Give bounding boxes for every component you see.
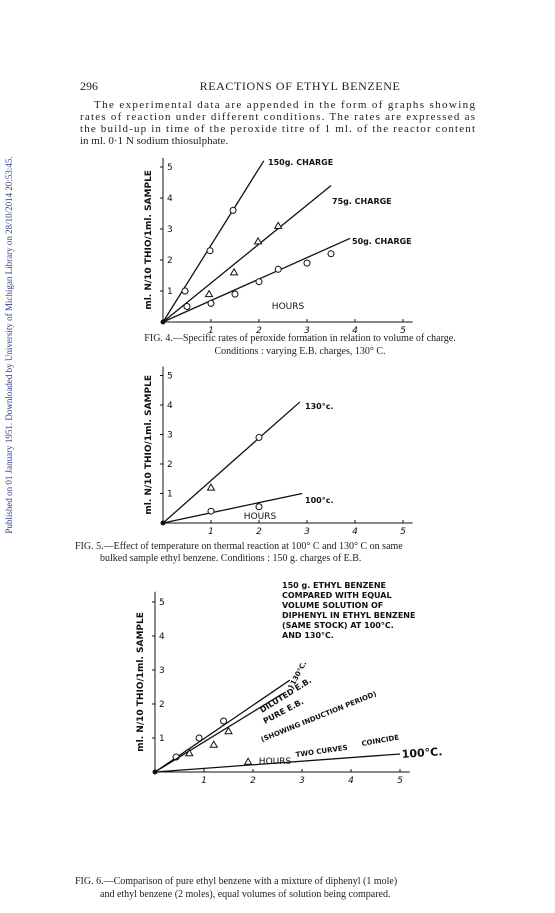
- series-line: [154, 693, 283, 773]
- x-tick-label: 2: [256, 326, 262, 336]
- x-tick-label: 3: [299, 776, 305, 786]
- x-tick-label: 2: [250, 776, 256, 786]
- running-title: REACTIONS OF ETHYL BENZENE: [200, 79, 401, 93]
- figure-note: (SAME STOCK) AT 100°C.: [282, 621, 394, 630]
- series-line: [162, 160, 265, 323]
- body-line: The experimental data are appended in th…: [94, 99, 476, 111]
- body-line: in ml. 0·1 N sodium thiosulphate.: [80, 135, 228, 147]
- figure-caption: FIG. 6.—Comparison of pure ethyl benzene…: [75, 876, 397, 887]
- annotation: COINCIDE: [361, 733, 400, 747]
- x-axis-label: HOURS: [272, 302, 305, 312]
- x-tick-label: 1: [208, 326, 214, 336]
- circle-marker: [255, 433, 263, 441]
- triangle-marker: [206, 483, 216, 491]
- series-line: [154, 753, 401, 773]
- figure-note: VOLUME SOLUTION OF: [282, 601, 383, 610]
- y-tick-label: 4: [167, 401, 173, 411]
- x-tick-label: 4: [352, 527, 358, 537]
- circle-marker: [183, 303, 191, 310]
- y-tick-label: 2: [159, 700, 165, 710]
- x-tick-label: 3: [304, 527, 310, 537]
- y-tick-label: 4: [159, 632, 165, 642]
- series-label: 100°c.: [305, 496, 333, 505]
- y-axis-label: ml. N/10 THIO/1ml. SAMPLE: [144, 170, 154, 310]
- figure-note: AND 130°C.: [282, 631, 334, 640]
- y-tick-label: 5: [159, 598, 165, 608]
- y-tick-label: 2: [167, 256, 173, 266]
- figure-caption: FIG. 4.—Specific rates of peroxide forma…: [144, 333, 455, 344]
- y-axis-label: ml. N/10 THIO/1ml. SAMPLE: [144, 375, 154, 515]
- circle-marker: [207, 507, 215, 515]
- triangle-marker: [184, 748, 194, 757]
- circle-marker: [206, 247, 214, 255]
- circle-marker: [303, 259, 311, 267]
- y-tick-label: 3: [167, 225, 173, 235]
- series-line: [162, 185, 332, 323]
- x-axis-label: HOURS: [244, 512, 277, 522]
- triangle-marker: [273, 221, 283, 229]
- circle-marker: [220, 717, 228, 725]
- triangle-marker: [209, 740, 219, 748]
- x-tick-label: 2: [256, 527, 262, 537]
- y-tick-label: 5: [167, 163, 173, 173]
- y-tick-label: 4: [167, 194, 173, 204]
- page-number: 296: [80, 79, 98, 93]
- side-note: Published on 01 January 1951. Downloaded…: [4, 156, 14, 533]
- figure-caption: and ethyl benzene (2 moles), equal volum…: [100, 889, 390, 900]
- y-tick-label: 3: [159, 666, 165, 676]
- circle-marker: [327, 250, 335, 258]
- triangle-marker: [204, 289, 214, 298]
- x-tick-label: 3: [304, 326, 310, 336]
- x-axis-label: HOURS: [259, 757, 292, 767]
- series-label: 75g. CHARGE: [332, 197, 392, 206]
- circle-marker: [274, 265, 282, 273]
- series-label: 50g. CHARGE: [352, 237, 412, 246]
- x-tick-label: 1: [201, 776, 207, 786]
- figure-note: COMPARED WITH EQUAL: [282, 591, 392, 600]
- figure-caption: Conditions : varying E.B. charges, 130° …: [214, 346, 385, 357]
- y-tick-label: 2: [167, 460, 173, 470]
- circle-marker: [255, 278, 263, 286]
- figure-caption: FIG. 5.—Effect of temperature on thermal…: [75, 541, 403, 552]
- series-line: [162, 492, 303, 524]
- circle-marker: [181, 287, 189, 295]
- series-label: 100°C.: [401, 745, 443, 761]
- triangle-marker: [253, 236, 263, 245]
- annotation: TWO CURVES: [295, 744, 348, 759]
- circle-marker: [231, 290, 239, 298]
- figure-note: DIPHENYL IN ETHYL BENZENE: [282, 611, 415, 620]
- figure-caption: bulked sample ethyl benzene. Conditions …: [100, 553, 361, 564]
- y-tick-label: 1: [159, 734, 165, 744]
- x-tick-label: 5: [400, 527, 406, 537]
- x-tick-label: 4: [352, 326, 358, 336]
- figure-note: 150 g. ETHYL BENZENE: [282, 581, 386, 590]
- y-tick-label: 1: [167, 287, 173, 297]
- y-tick-label: 1: [167, 490, 173, 500]
- triangle-marker: [224, 726, 233, 735]
- circle-marker: [207, 299, 215, 307]
- triangle-marker: [243, 757, 253, 765]
- y-axis-label: ml. N/10 THIO/1ml. SAMPLE: [136, 612, 146, 752]
- body-line: rates of reaction under different condit…: [80, 111, 475, 123]
- y-tick-label: 5: [167, 372, 173, 382]
- y-tick-label: 3: [167, 431, 173, 441]
- body-line: the build-up in time of the peroxide tit…: [80, 123, 475, 135]
- triangle-marker: [229, 267, 239, 276]
- circle-marker: [195, 734, 203, 742]
- x-tick-label: 4: [348, 776, 354, 786]
- series-line: [162, 401, 301, 524]
- series-label: 130°c.: [305, 402, 333, 411]
- x-tick-label: 5: [397, 776, 403, 786]
- circle-marker: [255, 503, 263, 511]
- circle-marker: [229, 206, 237, 214]
- x-tick-label: 1: [208, 527, 214, 537]
- x-tick-label: 5: [400, 326, 406, 336]
- series-label: 150g. CHARGE: [268, 158, 333, 167]
